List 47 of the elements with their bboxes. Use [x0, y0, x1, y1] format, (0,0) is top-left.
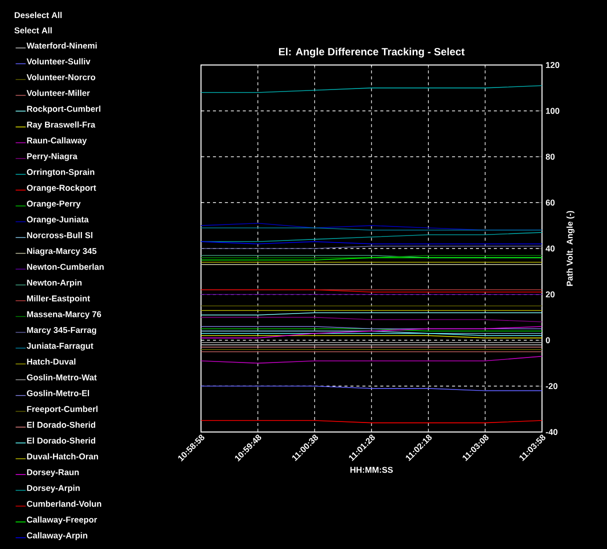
legend-label: Miller-Eastpoint	[27, 295, 90, 304]
y-tick-label: 0	[546, 337, 550, 344]
legend-label: Newton-Arpin	[27, 279, 82, 288]
text: Select All	[14, 27, 52, 34]
y-tick-label: 40	[546, 246, 555, 252]
line-series	[201, 232, 542, 242]
legend-label: Massena-Marcy 76	[27, 311, 102, 319]
legend-label: Callaway-Freepor	[26, 516, 98, 524]
legend-label: Marcy 345-Farrag	[27, 327, 96, 335]
legend-label: Callaway-Arpin	[26, 532, 88, 540]
legend-label: Orange-Rockport	[26, 184, 96, 193]
legend-label: Volunteer-Miller	[26, 90, 90, 96]
y-tick-label: -20	[546, 383, 558, 390]
legend-label: Niagra-Marcy 345	[27, 248, 96, 256]
legend-label: Cumberland-Volun	[26, 500, 102, 507]
legend-label: Volunteer-Sulliv	[26, 58, 90, 64]
y-tick-label: 120	[546, 62, 560, 68]
legend-label: Volunteer-Norcro	[26, 74, 96, 80]
legend-label: El Dorado-Sherid	[27, 437, 96, 444]
legend-label: Raun-Callaway	[27, 137, 87, 146]
y-tick-label: -40	[546, 429, 558, 435]
legend-label: Waterford-Ninemi	[26, 42, 97, 49]
legend-label: Goslin-Metro-El	[26, 390, 90, 396]
legend-label: Orange-Perry	[26, 200, 81, 208]
legend-label: El Dorado-Sherid	[27, 422, 96, 428]
legend-label: Perry-Niagra	[27, 152, 78, 161]
legend-label: Newton-Cumberlan	[27, 264, 104, 270]
legend-label: Orrington-Sprain	[26, 168, 94, 177]
y-tick-label: 80	[546, 154, 555, 160]
legend-label: Ray Braswell-Fra	[27, 121, 96, 130]
legend-label: Norcross-Bull Sl	[27, 232, 92, 238]
legend-label: Orange-Juniata	[26, 216, 89, 224]
legend-label: Dorsey-Raun	[27, 469, 79, 477]
legend-label: Dorsey-Arpin	[27, 484, 80, 493]
legend-label: Goslin-Metro-Wat	[26, 374, 97, 380]
chart-title: El: Angle Difference Tracking - Select	[279, 48, 465, 58]
y-tick-label: 60	[546, 200, 555, 206]
x-axis-title: HH:MM:SS	[350, 466, 393, 473]
text: Deselect All	[14, 12, 62, 18]
legend-label: Juniata-Farragut	[26, 342, 94, 351]
legend-label: Freeport-Cumberl	[27, 406, 98, 414]
legend-label: Hatch-Duval	[27, 358, 76, 365]
y-axis-title: Path Volt. Angle (-)	[566, 210, 574, 286]
legend-label: Rockport-Cumberl	[27, 106, 100, 114]
y-tick-label: 100	[546, 108, 560, 114]
y-tick-label: 20	[546, 291, 555, 298]
legend-label: Duval-Hatch-Oran	[27, 453, 98, 460]
